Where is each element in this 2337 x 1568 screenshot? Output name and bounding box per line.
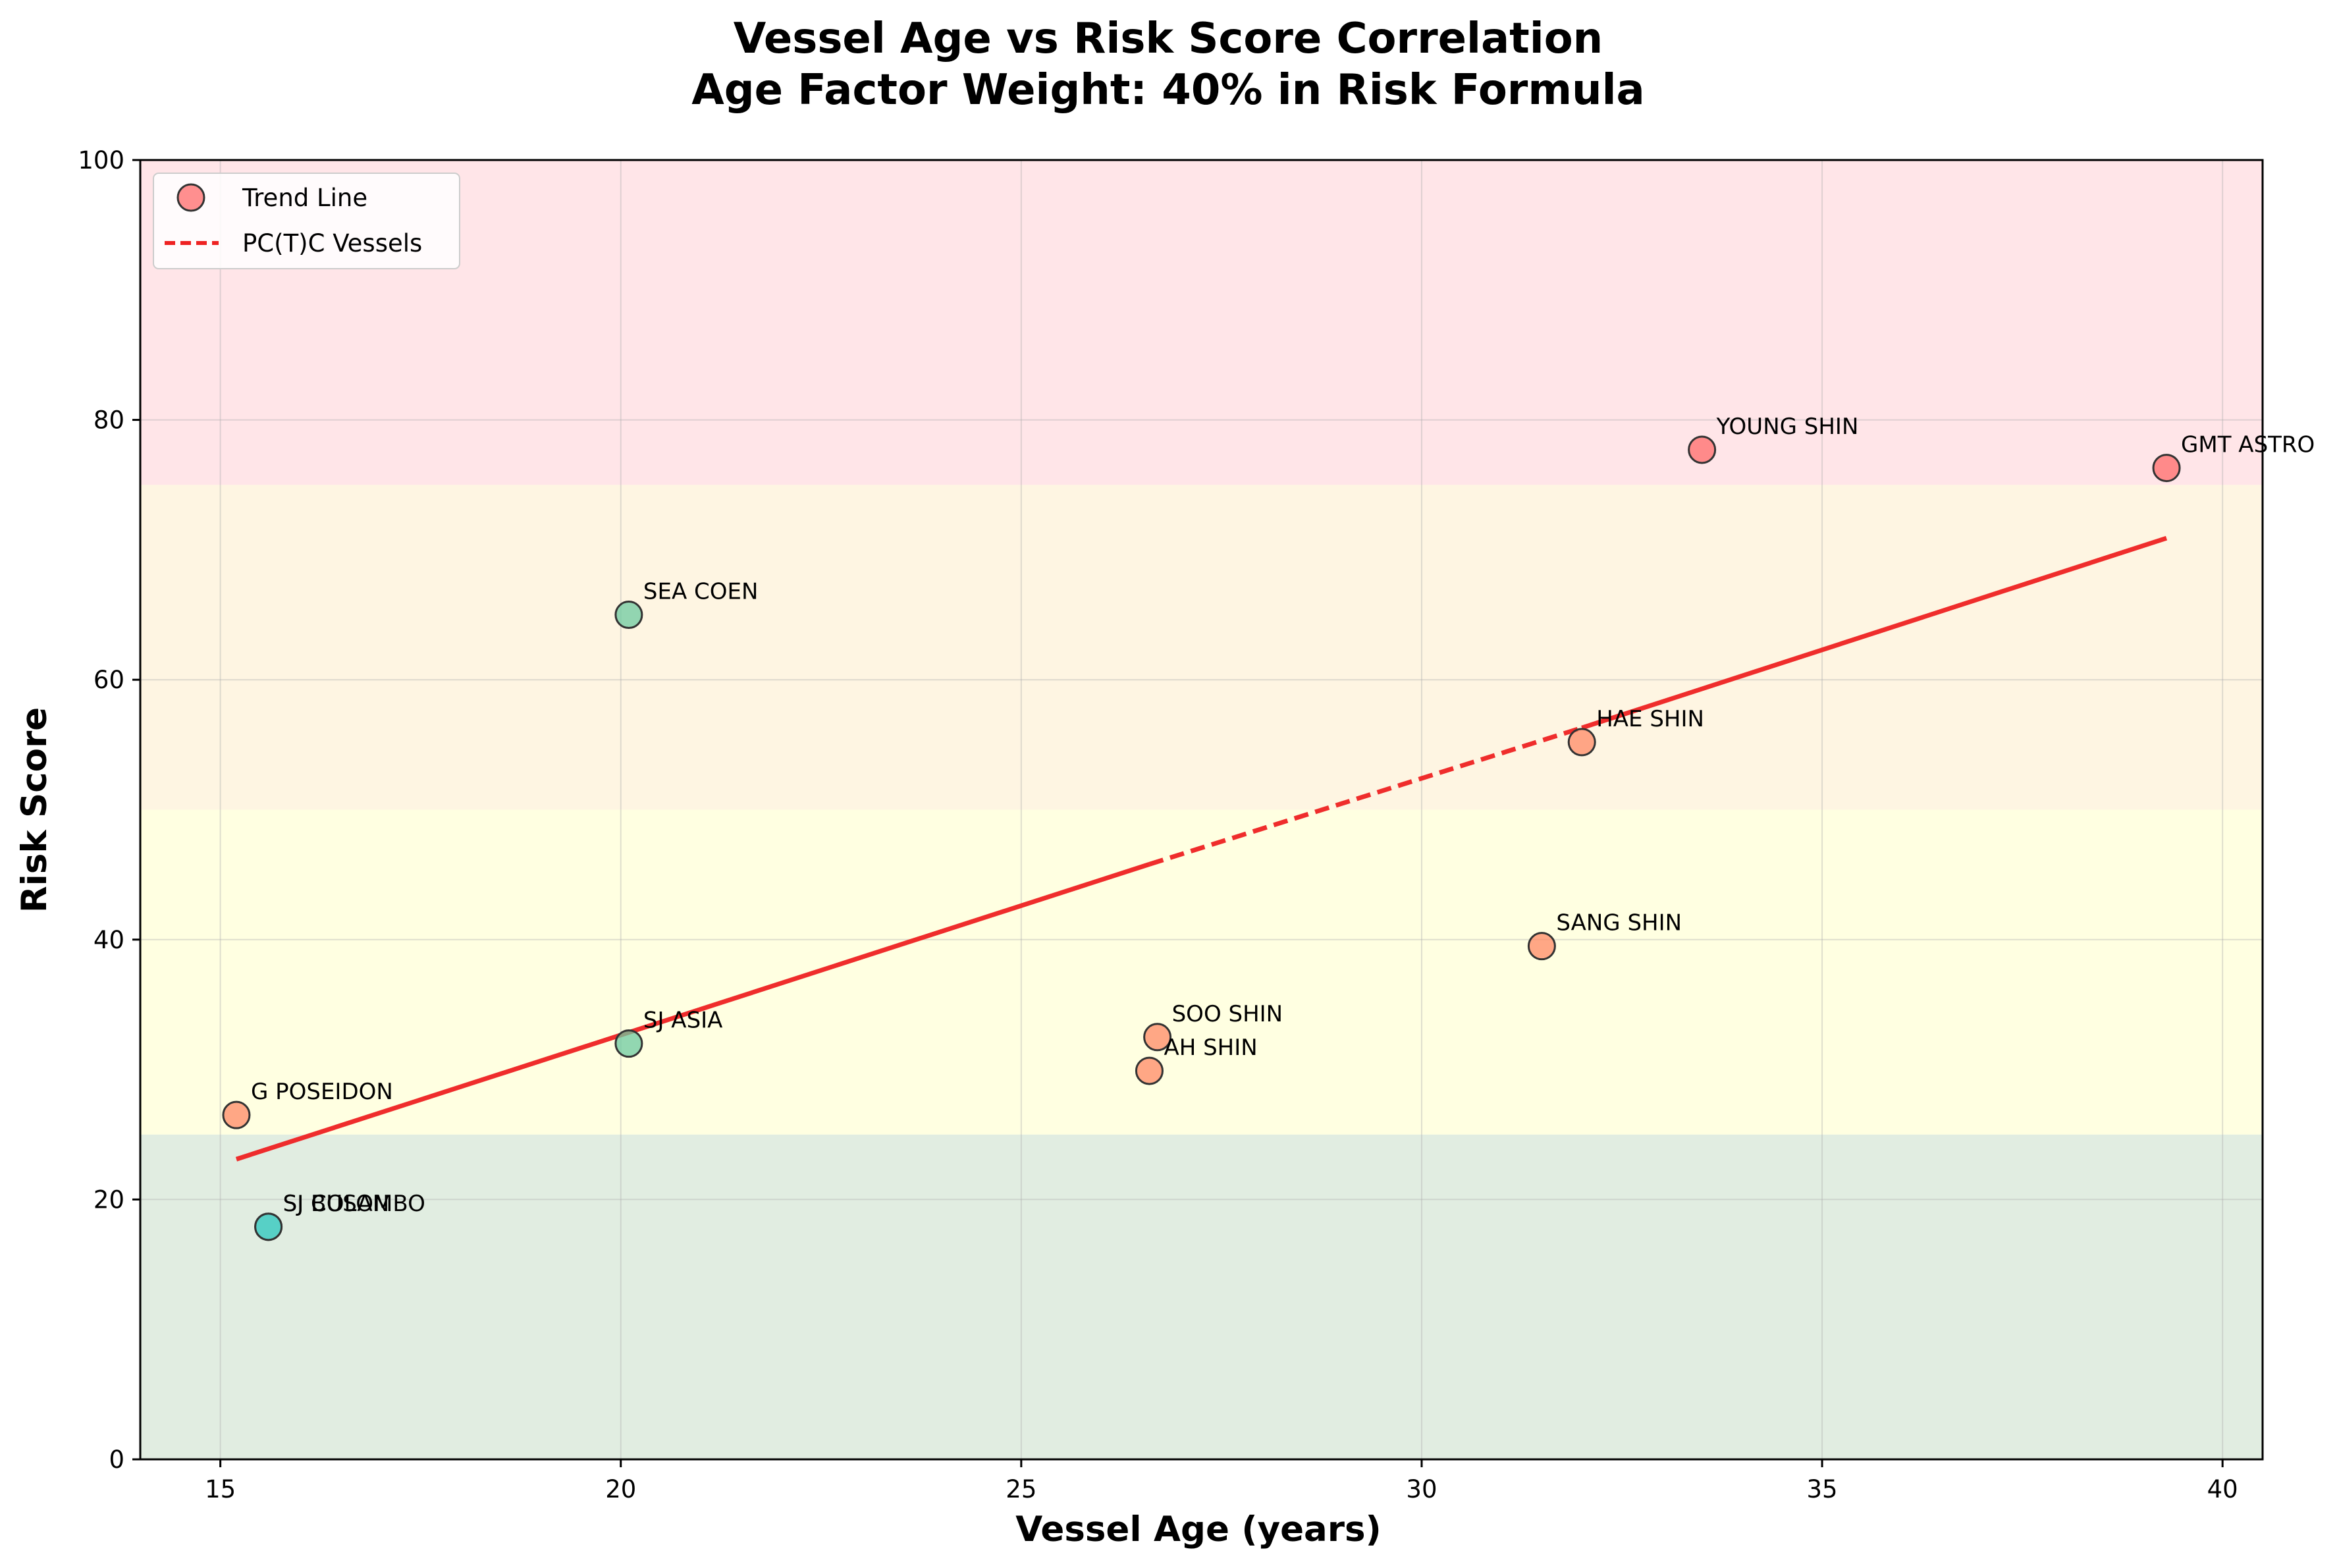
- point-label: SOO SHIN: [1172, 1001, 1283, 1027]
- x-tick-label: 15: [205, 1475, 236, 1503]
- x-axis-label: Vessel Age (years): [1015, 1509, 1381, 1550]
- point-label: GMT ASTRO: [2181, 432, 2315, 458]
- point-label: HAE SHIN: [1596, 706, 1704, 732]
- risk-band-0: [140, 1134, 2263, 1459]
- trend-line-solid: [235, 862, 1150, 1162]
- legend-label-1: Trend Line: [242, 184, 367, 212]
- data-point: [1143, 1023, 1172, 1052]
- data-points: [222, 435, 2181, 1241]
- trend-line: [235, 535, 2168, 1162]
- legend-box: [153, 173, 460, 269]
- trend-line-dashed: [1148, 725, 1583, 867]
- data-point: [254, 1212, 283, 1241]
- legend-label-2: PC(T)C Vessels: [242, 229, 422, 257]
- data-point: [222, 1100, 251, 1129]
- x-tick-label: 25: [1006, 1475, 1036, 1503]
- point-label: AH SHIN: [1164, 1035, 1257, 1061]
- point-label: YOUNG SHIN: [1716, 414, 1859, 440]
- y-tick-label: 80: [94, 406, 124, 435]
- risk-band-1: [140, 809, 2263, 1135]
- risk-band-3: [140, 160, 2263, 485]
- data-point: [614, 601, 643, 630]
- point-label: SJ BUSAN: [283, 1191, 390, 1217]
- legend-marker-circle: [176, 183, 205, 212]
- plot-frame: [139, 159, 2264, 1461]
- data-point: [614, 1029, 643, 1058]
- trend-line-solid-end: [1581, 535, 2168, 730]
- x-tick-label: 40: [2207, 1475, 2238, 1503]
- data-point: [1527, 932, 1556, 961]
- y-tick-label: 0: [109, 1446, 124, 1474]
- risk-band-2: [140, 485, 2263, 810]
- chart-title-line-1: Vessel Age vs Risk Score Correlation: [734, 14, 1603, 63]
- data-point: [1688, 435, 1717, 464]
- x-tick-label: 35: [1807, 1475, 1838, 1503]
- axis-ticks: 15 20 25 30 35 40 0 20 40 60 80 100: [78, 146, 2238, 1503]
- x-tick-label: 20: [605, 1475, 636, 1503]
- point-label: SANG SHIN: [1556, 910, 1682, 936]
- risk-bands: [140, 160, 2263, 1459]
- point-label: G POSEIDON: [251, 1079, 393, 1105]
- point-label: SEA COEN: [643, 579, 759, 605]
- x-tick-label: 30: [1406, 1475, 1437, 1503]
- point-label: SJ COLOMBO: [283, 1191, 425, 1217]
- y-tick-label: 20: [94, 1185, 124, 1214]
- data-point: [1567, 728, 1596, 757]
- chart-title-line-2: Age Factor Weight: 40% in Risk Formula: [691, 66, 1644, 115]
- y-axis-label: Risk Score: [14, 707, 55, 913]
- data-point: [1135, 1056, 1164, 1085]
- data-point: [2152, 454, 2181, 483]
- y-tick-label: 100: [78, 146, 124, 175]
- y-tick-label: 40: [94, 926, 124, 954]
- legend: Trend Line PC(T)C Vessels: [153, 173, 460, 269]
- point-label: SJ ASIA: [643, 1008, 723, 1034]
- point-labels: YOUNG SHIN GMT ASTRO SEA COEN HAE SHIN SANG …: [251, 414, 2315, 1217]
- y-tick-label: 60: [94, 666, 124, 694]
